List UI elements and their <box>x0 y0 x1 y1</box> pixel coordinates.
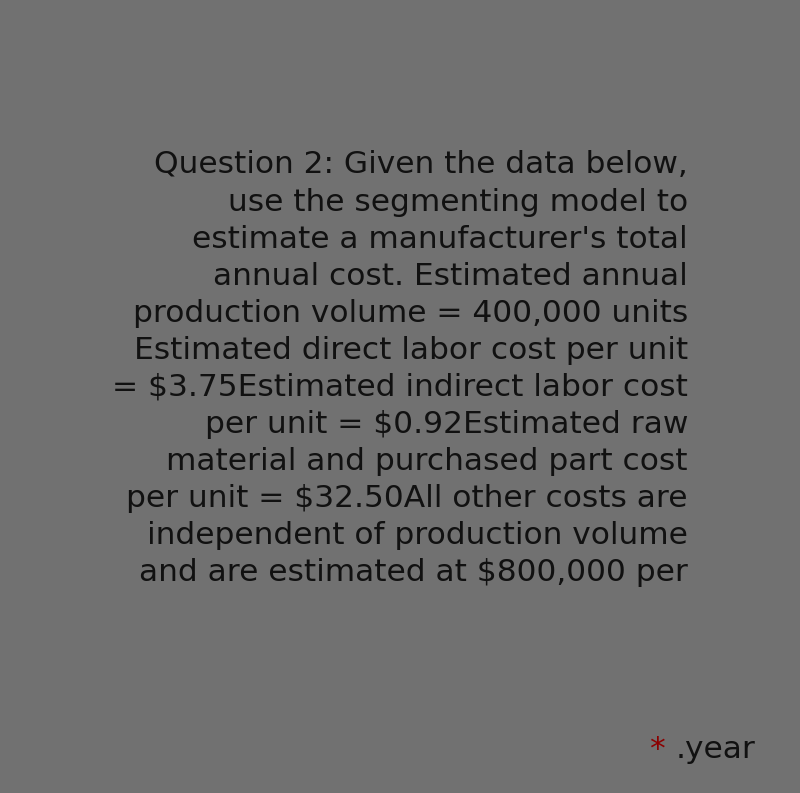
Text: *: * <box>650 735 676 764</box>
Text: .year: .year <box>676 735 756 764</box>
Text: Question 2: Given the data below,
use the segmenting model to
estimate a manufac: Question 2: Given the data below, use th… <box>112 151 688 587</box>
